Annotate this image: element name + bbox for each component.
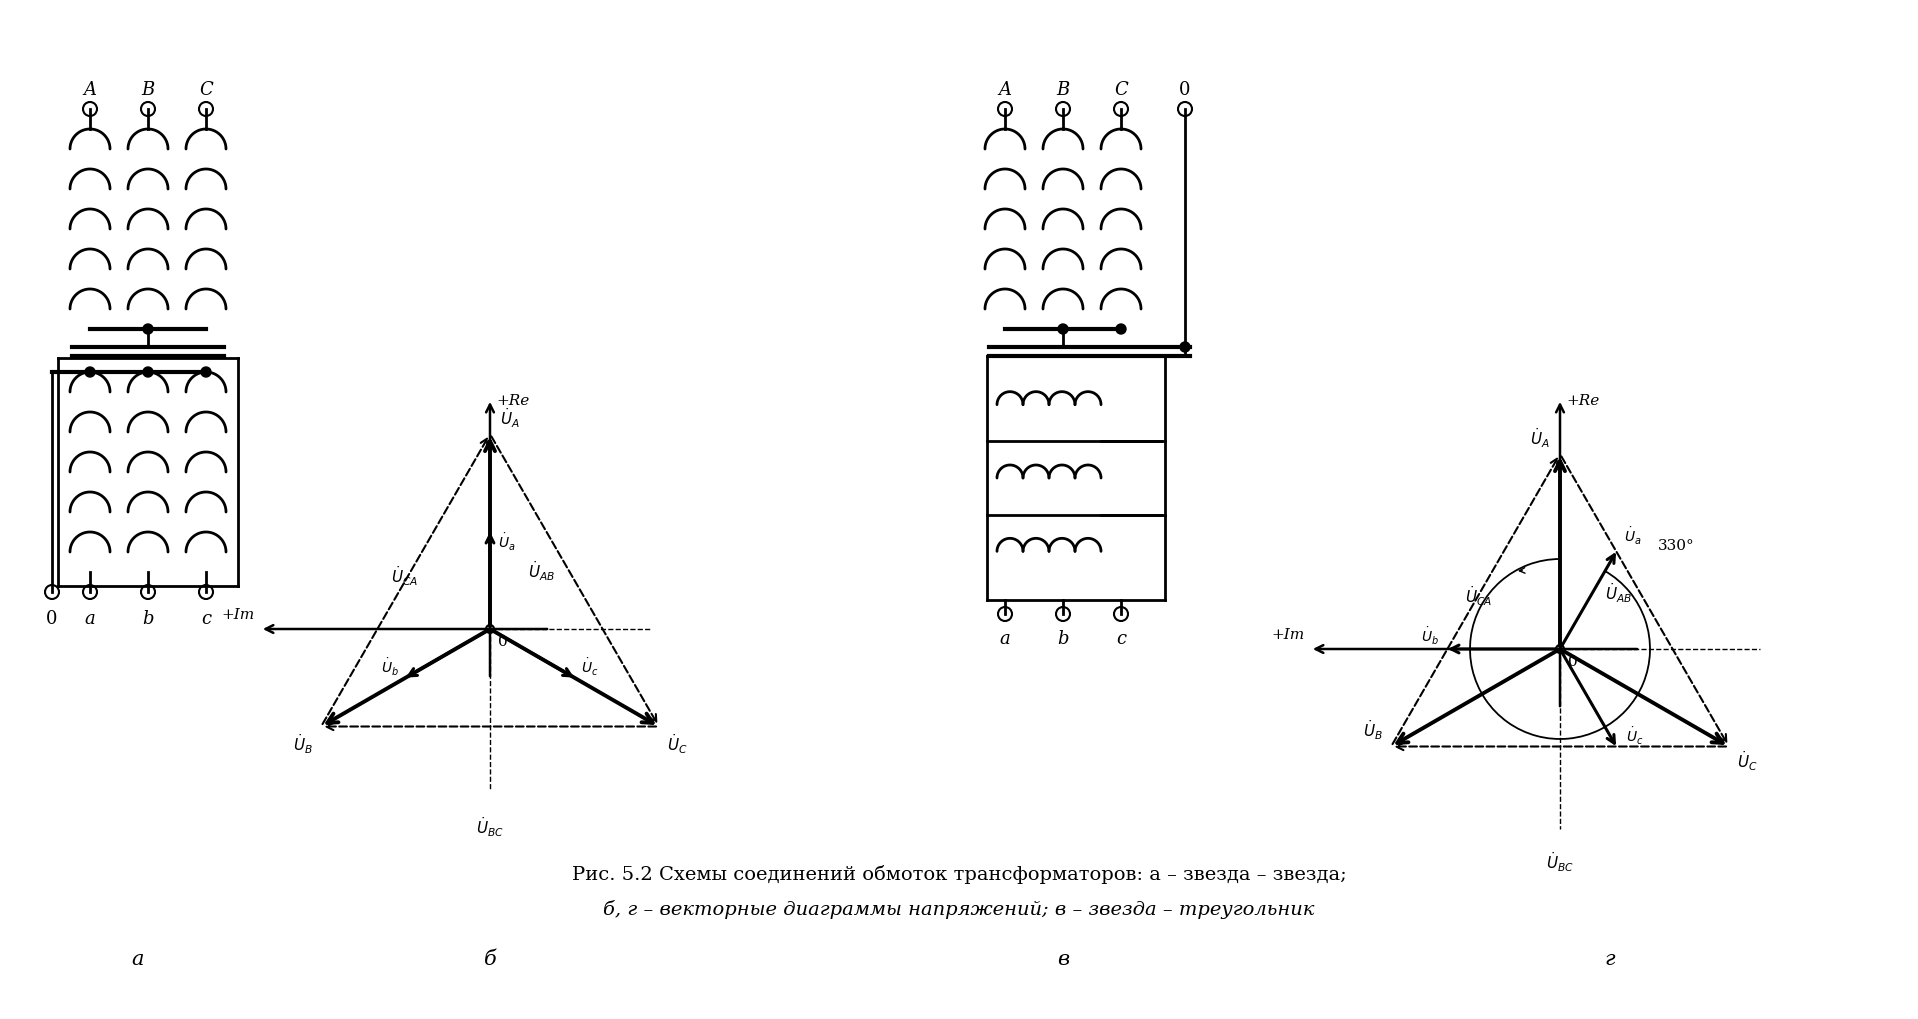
Text: b: b [142, 609, 153, 628]
Text: 0: 0 [1180, 81, 1191, 99]
Text: c: c [1116, 630, 1126, 647]
Text: Рис. 5.2 Схемы соединений обмоток трансформаторов: а – звезда – звезда;: Рис. 5.2 Схемы соединений обмоток трансф… [572, 865, 1346, 883]
Text: $\dot{U}_{a}$: $\dot{U}_{a}$ [499, 532, 516, 552]
Text: A: A [84, 81, 96, 99]
Text: a: a [999, 630, 1011, 647]
Text: +Im: +Im [222, 607, 255, 622]
Text: а: а [132, 950, 144, 968]
Text: A: A [999, 81, 1011, 99]
Text: $\dot{U}_{CA}$: $\dot{U}_{CA}$ [1465, 584, 1492, 607]
Text: $\dot{U}_{AB}$: $\dot{U}_{AB}$ [1605, 581, 1632, 604]
Text: c: c [201, 609, 211, 628]
Text: B: B [1057, 81, 1070, 99]
Text: a: a [84, 609, 96, 628]
Text: $\dot{U}_{BC}$: $\dot{U}_{BC}$ [476, 814, 504, 838]
Text: +Re: +Re [1565, 393, 1600, 408]
Text: $\dot{U}_{B}$: $\dot{U}_{B}$ [293, 732, 313, 755]
Text: $\dot{U}_{C}$: $\dot{U}_{C}$ [667, 732, 687, 755]
Text: $\dot{U}_{C}$: $\dot{U}_{C}$ [1738, 749, 1757, 772]
Text: +Im: +Im [1272, 628, 1304, 641]
Text: 330°: 330° [1657, 538, 1696, 552]
Text: б: б [483, 950, 497, 968]
Text: C: C [1114, 81, 1128, 99]
Text: 0: 0 [499, 635, 508, 648]
Circle shape [201, 368, 211, 378]
Text: +Re: +Re [497, 393, 529, 408]
Circle shape [144, 325, 153, 334]
Circle shape [1116, 325, 1126, 334]
Circle shape [1059, 325, 1068, 334]
Circle shape [1180, 342, 1189, 353]
Text: $\dot{U}_{c}$: $\dot{U}_{c}$ [581, 656, 598, 678]
Text: б, г – векторные диаграммы напряжений; в – звезда – треугольник: б, г – векторные диаграммы напряжений; в… [604, 900, 1314, 918]
Text: $\dot{U}_{b}$: $\dot{U}_{b}$ [1421, 626, 1438, 646]
Text: 0: 0 [46, 609, 58, 628]
Text: 0: 0 [1569, 654, 1579, 668]
Text: $\dot{U}_{a}$: $\dot{U}_{a}$ [1623, 526, 1642, 547]
Text: г: г [1605, 950, 1615, 968]
Circle shape [144, 368, 153, 378]
Text: b: b [1057, 630, 1068, 647]
Text: $\dot{U}_{A}$: $\dot{U}_{A}$ [1531, 426, 1550, 449]
Text: B: B [142, 81, 155, 99]
Text: в: в [1057, 950, 1068, 968]
Text: C: C [199, 81, 213, 99]
Text: $\dot{U}_{b}$: $\dot{U}_{b}$ [382, 656, 399, 678]
Text: $\dot{U}_{AB}$: $\dot{U}_{AB}$ [527, 558, 556, 583]
Circle shape [84, 368, 96, 378]
Text: $\dot{U}_{B}$: $\dot{U}_{B}$ [1364, 718, 1383, 742]
Text: $\dot{U}_{BC}$: $\dot{U}_{BC}$ [1546, 849, 1575, 872]
Text: $\dot{U}_{A}$: $\dot{U}_{A}$ [501, 406, 520, 430]
Text: $\dot{U}_{CA}$: $\dot{U}_{CA}$ [391, 564, 418, 588]
Text: $\dot{U}_{c}$: $\dot{U}_{c}$ [1625, 725, 1644, 746]
